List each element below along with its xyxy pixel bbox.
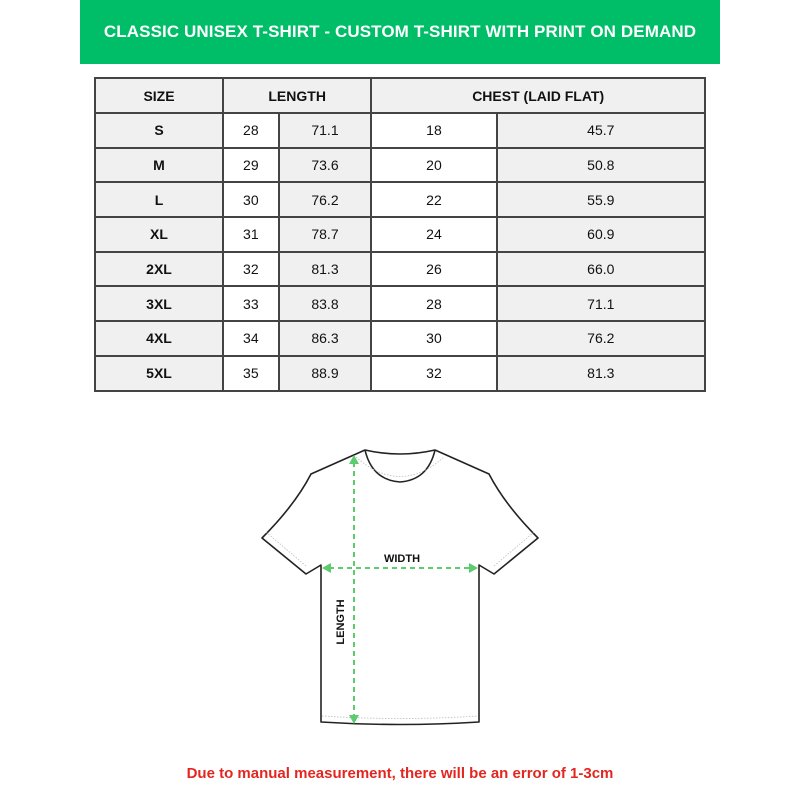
arrow-head-down-icon (349, 715, 359, 724)
size-cell: M (94, 146, 224, 184)
chest-cm-cell: 60.9 (495, 216, 707, 253)
length-label: LENGTH (335, 599, 347, 644)
length-cm-cell: 73.6 (277, 146, 373, 184)
length-in-cell: 30 (222, 181, 280, 219)
chest-in-cell: 22 (370, 181, 498, 219)
length-cm-cell: 86.3 (277, 320, 373, 357)
table-row: 4XL 34 86.3 30 76.2 (94, 320, 707, 357)
table-row: 3XL 33 83.8 28 71.1 (94, 285, 707, 323)
size-cell: S (94, 112, 224, 149)
length-in-cell: 32 (222, 250, 280, 288)
chest-cm-cell: 50.8 (495, 146, 707, 184)
chest-cm-cell: 45.7 (495, 112, 707, 149)
chest-cm-cell: 71.1 (495, 285, 707, 323)
length-in-cell: 31 (222, 216, 280, 253)
length-in-cell: 33 (222, 285, 280, 323)
size-cell: 3XL (94, 285, 224, 323)
length-cm-cell: 88.9 (277, 354, 373, 392)
arrow-head-up-icon (349, 455, 359, 464)
chest-cm-cell: 81.3 (495, 354, 707, 392)
length-cm-cell: 83.8 (277, 285, 373, 323)
collar (364, 449, 436, 483)
length-cm-cell: 71.1 (277, 112, 373, 149)
table-row: L 30 76.2 22 55.9 (94, 181, 707, 219)
size-cell: 2XL (94, 250, 224, 288)
table-row: S 28 71.1 18 45.7 (94, 112, 707, 149)
chest-in-cell: 24 (370, 216, 498, 253)
table-header-row: SIZE LENGTH CHEST (LAID FLAT) (94, 77, 706, 114)
length-in-cell: 34 (222, 320, 280, 357)
tshirt-outline (261, 449, 539, 726)
chest-in-cell: 32 (370, 354, 498, 392)
table-row: 5XL 35 88.9 32 81.3 (94, 354, 707, 392)
header-size: SIZE (94, 77, 224, 114)
table-row: XL 31 78.7 24 60.9 (94, 216, 707, 253)
size-cell: 4XL (94, 320, 224, 357)
size-chart-table: SIZE LENGTH CHEST (LAID FLAT) S 28 71.1 18 4… (94, 77, 707, 392)
width-label: WIDTH (384, 553, 420, 565)
page-title: CLASSIC UNISEX T-SHIRT - CUSTOM T-SHIRT … (103, 22, 697, 41)
chest-in-cell: 18 (370, 112, 498, 149)
chest-in-cell: 28 (370, 285, 498, 323)
chest-cm-cell: 55.9 (495, 181, 707, 219)
measurement-note: Due to manual measurement, there will be… (186, 765, 614, 782)
size-cell: XL (94, 216, 224, 253)
size-cell: 5XL (94, 354, 224, 392)
length-cm-cell: 81.3 (277, 250, 373, 288)
length-in-cell: 35 (222, 354, 280, 392)
length-in-cell: 28 (222, 112, 280, 149)
size-cell: L (94, 181, 224, 219)
chest-cm-cell: 76.2 (495, 320, 707, 357)
table-row: M 29 73.6 20 50.8 (94, 146, 707, 184)
chest-in-cell: 30 (370, 320, 498, 357)
length-cm-cell: 78.7 (277, 216, 373, 253)
chest-in-cell: 20 (370, 146, 498, 184)
arrow-head-right-icon (469, 563, 478, 573)
chest-in-cell: 26 (370, 250, 498, 288)
title-banner: CLASSIC UNISEX T-SHIRT - CUSTOM T-SHIRT … (80, 0, 720, 64)
chest-cm-cell: 66.0 (495, 250, 707, 288)
header-chest: CHEST (LAID FLAT) (370, 77, 706, 114)
table-row: 2XL 32 81.3 26 66.0 (94, 250, 707, 288)
length-in-cell: 29 (222, 146, 280, 184)
arrow-head-left-icon (322, 563, 331, 573)
length-cm-cell: 76.2 (277, 181, 373, 219)
header-length: LENGTH (221, 77, 373, 114)
